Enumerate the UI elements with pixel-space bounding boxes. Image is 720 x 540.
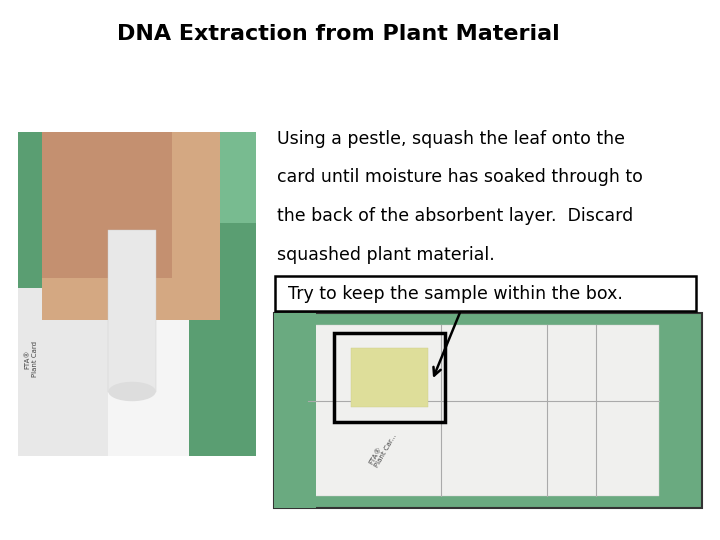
Bar — [274, 313, 317, 508]
Text: Try to keep the sample within the box.: Try to keep the sample within the box. — [288, 285, 623, 303]
Bar — [18, 288, 189, 456]
Text: squashed plant material.: squashed plant material. — [277, 246, 495, 264]
Text: the back of the absorbent layer.  Discard: the back of the absorbent layer. Discard — [277, 207, 634, 225]
Text: FTA®
Plant Car...: FTA® Plant Car... — [368, 430, 398, 469]
Bar — [274, 313, 702, 508]
Bar — [333, 333, 445, 422]
Text: FTA®
Plant Card: FTA® Plant Card — [24, 341, 37, 377]
Bar — [42, 132, 220, 320]
Bar — [108, 230, 156, 392]
Bar — [351, 348, 428, 407]
Bar — [42, 132, 173, 278]
Bar — [275, 276, 696, 310]
Bar — [18, 288, 108, 456]
Text: card until moisture has soaked through to: card until moisture has soaked through t… — [277, 168, 643, 186]
Text: Using a pestle, squash the leaf onto the: Using a pestle, squash the leaf onto the — [277, 130, 625, 147]
Ellipse shape — [108, 382, 156, 401]
Bar — [308, 325, 660, 496]
Text: DNA Extraction from Plant Material: DNA Extraction from Plant Material — [117, 24, 559, 44]
Bar — [18, 132, 256, 456]
Bar — [161, 132, 256, 223]
